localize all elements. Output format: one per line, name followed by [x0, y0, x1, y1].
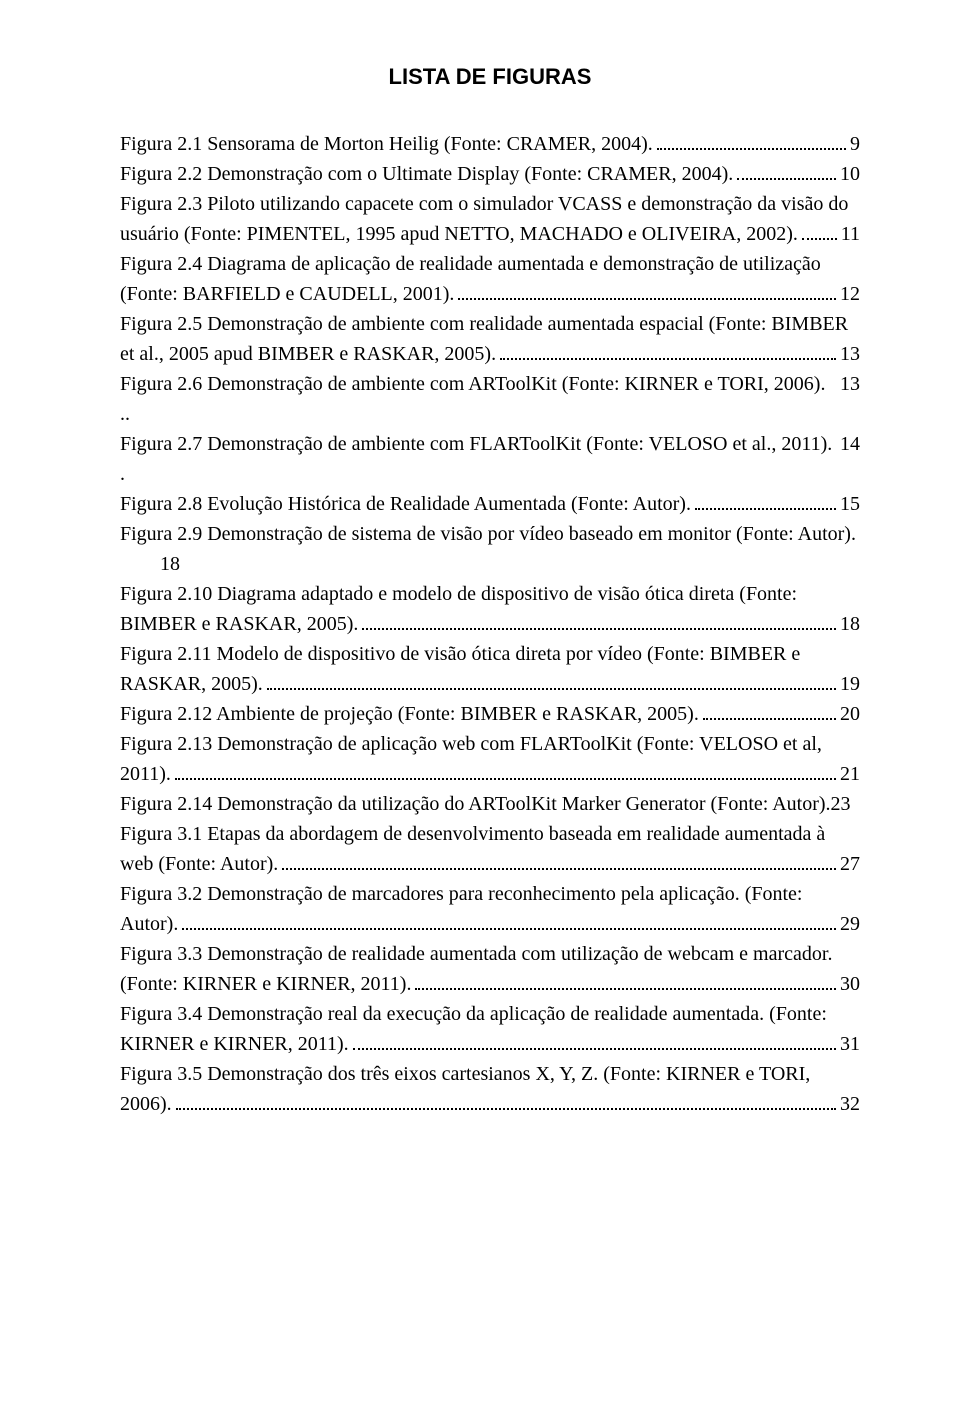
figure-entry: et al., 2005 apud BIMBER e RASKAR, 2005)…	[120, 339, 860, 369]
figure-entry-text: Figura 2.2 Demonstração com o Ultimate D…	[120, 159, 733, 189]
figure-entry: 2006). 32	[120, 1089, 860, 1119]
figure-entry-page: 12	[840, 279, 860, 309]
figure-entry: BIMBER e RASKAR, 2005). 18	[120, 609, 860, 639]
leader-dots	[267, 670, 836, 690]
figure-entry-page: 31	[840, 1029, 860, 1059]
figure-entry-page: 13	[840, 339, 860, 369]
figure-entry: Figura 2.8 Evolução Histórica de Realida…	[120, 489, 860, 519]
figure-entry-page: 10	[840, 159, 860, 189]
figure-entry-page: 30	[840, 969, 860, 999]
figure-entry-text: 2011).	[120, 759, 171, 789]
figure-entry-page: 20	[840, 699, 860, 729]
figure-entry: RASKAR, 2005). 19	[120, 669, 860, 699]
figure-entry-text: Figura 2.1 Sensorama de Morton Heilig (F…	[120, 129, 653, 159]
leader-dots	[282, 850, 836, 870]
figure-entry-text: 2006).	[120, 1089, 172, 1119]
figure-entry-page: 18	[840, 609, 860, 639]
leader-dots	[362, 610, 836, 630]
figure-entry: Figura 2.12 Ambiente de projeção (Fonte:…	[120, 699, 860, 729]
figure-entry-text: usuário (Fonte: PIMENTEL, 1995 apud NETT…	[120, 219, 798, 249]
figure-entry-line: Figura 3.3 Demonstração de realidade aum…	[120, 939, 860, 969]
figure-entry-text: Figura 2.7 Demonstração de ambiente com …	[120, 429, 840, 489]
figure-entry: Figura 2.6 Demonstração de ambiente com …	[120, 369, 860, 429]
figure-entry: (Fonte: BARFIELD e CAUDELL, 2001). 12	[120, 279, 860, 309]
figure-entry-text: (Fonte: BARFIELD e CAUDELL, 2001).	[120, 279, 454, 309]
figure-entry-text: (Fonte: KIRNER e KIRNER, 2011).	[120, 969, 411, 999]
figure-entry: Figura 2.1 Sensorama de Morton Heilig (F…	[120, 129, 860, 159]
figure-list: Figura 2.1 Sensorama de Morton Heilig (F…	[120, 129, 860, 1119]
leader-dots	[182, 910, 836, 930]
page-title: LISTA DE FIGURAS	[120, 60, 860, 93]
leader-dots	[737, 160, 836, 180]
leader-dots	[802, 220, 837, 240]
leader-dots	[415, 970, 836, 990]
figure-entry-page: 23	[831, 789, 851, 819]
figure-entry-page: 29	[840, 909, 860, 939]
figure-entry-text: KIRNER e KIRNER, 2011).	[120, 1029, 349, 1059]
figure-entry-line: Figura 2.3 Piloto utilizando capacete co…	[120, 189, 860, 219]
figure-entry-line: Figura 2.11 Modelo de dispositivo de vis…	[120, 639, 860, 669]
leader-dots	[176, 1090, 836, 1110]
figure-entry-line: Figura 2.5 Demonstração de ambiente com …	[120, 309, 860, 339]
figure-entry-text: Figura 2.12 Ambiente de projeção (Fonte:…	[120, 699, 699, 729]
figure-entry-text: BIMBER e RASKAR, 2005).	[120, 609, 358, 639]
figure-entry-line: Figura 2.9 Demonstração de sistema de vi…	[120, 519, 860, 549]
figure-entry-text: web (Fonte: Autor).	[120, 849, 278, 879]
figure-entry-line: Figura 3.2 Demonstração de marcadores pa…	[120, 879, 860, 909]
figure-entry: 2011). 21	[120, 759, 860, 789]
figure-entry-page: 14	[840, 429, 860, 459]
figure-entry-page: 32	[840, 1089, 860, 1119]
figure-entry-line: Figura 2.4 Diagrama de aplicação de real…	[120, 249, 860, 279]
figure-entry-line: Figura 3.1 Etapas da abordagem de desenv…	[120, 819, 860, 849]
figure-entry: Autor). 29	[120, 909, 860, 939]
figure-entry: KIRNER e KIRNER, 2011). 31	[120, 1029, 860, 1059]
figure-entry-page: 27	[840, 849, 860, 879]
figure-entry: Figura 2.2 Demonstração com o Ultimate D…	[120, 159, 860, 189]
figure-entry: (Fonte: KIRNER e KIRNER, 2011). 30	[120, 969, 860, 999]
figure-entry-text: RASKAR, 2005).	[120, 669, 263, 699]
leader-dots	[175, 760, 836, 780]
figure-entry-page: 9	[850, 129, 860, 159]
figure-entry-line: Figura 3.4 Demonstração real da execução…	[120, 999, 860, 1029]
leader-dots	[703, 700, 836, 720]
leader-dots	[500, 340, 836, 360]
figure-entry-page: 21	[840, 759, 860, 789]
figure-entry-text: Figura 2.8 Evolução Histórica de Realida…	[120, 489, 691, 519]
figure-entry-text: 18	[120, 549, 180, 579]
figure-entry-text: Figura 2.14 Demonstração da utilização d…	[120, 789, 831, 819]
figure-entry: usuário (Fonte: PIMENTEL, 1995 apud NETT…	[120, 219, 860, 249]
figure-entry-text: Figura 2.6 Demonstração de ambiente com …	[120, 369, 840, 429]
figure-entry: Figura 2.7 Demonstração de ambiente com …	[120, 429, 860, 489]
figure-entry-page: 15	[840, 489, 860, 519]
leader-dots	[458, 280, 836, 300]
figure-entry-page: 19	[840, 669, 860, 699]
figure-entry-text: Autor).	[120, 909, 178, 939]
figure-entry-page: 11	[841, 219, 860, 249]
figure-entry-text: et al., 2005 apud BIMBER e RASKAR, 2005)…	[120, 339, 496, 369]
figure-entry: 18	[120, 549, 860, 579]
figure-entry-line: Figura 2.10 Diagrama adaptado e modelo d…	[120, 579, 860, 609]
figure-entry-line: Figura 2.13 Demonstração de aplicação we…	[120, 729, 860, 759]
leader-dots	[353, 1030, 836, 1050]
figure-entry: Figura 2.14 Demonstração da utilização d…	[120, 789, 860, 819]
figure-entry-line: Figura 3.5 Demonstração dos três eixos c…	[120, 1059, 860, 1089]
leader-dots	[657, 130, 846, 150]
leader-dots	[695, 490, 836, 510]
figure-entry: web (Fonte: Autor). 27	[120, 849, 860, 879]
figure-entry-page: 13	[840, 369, 860, 399]
